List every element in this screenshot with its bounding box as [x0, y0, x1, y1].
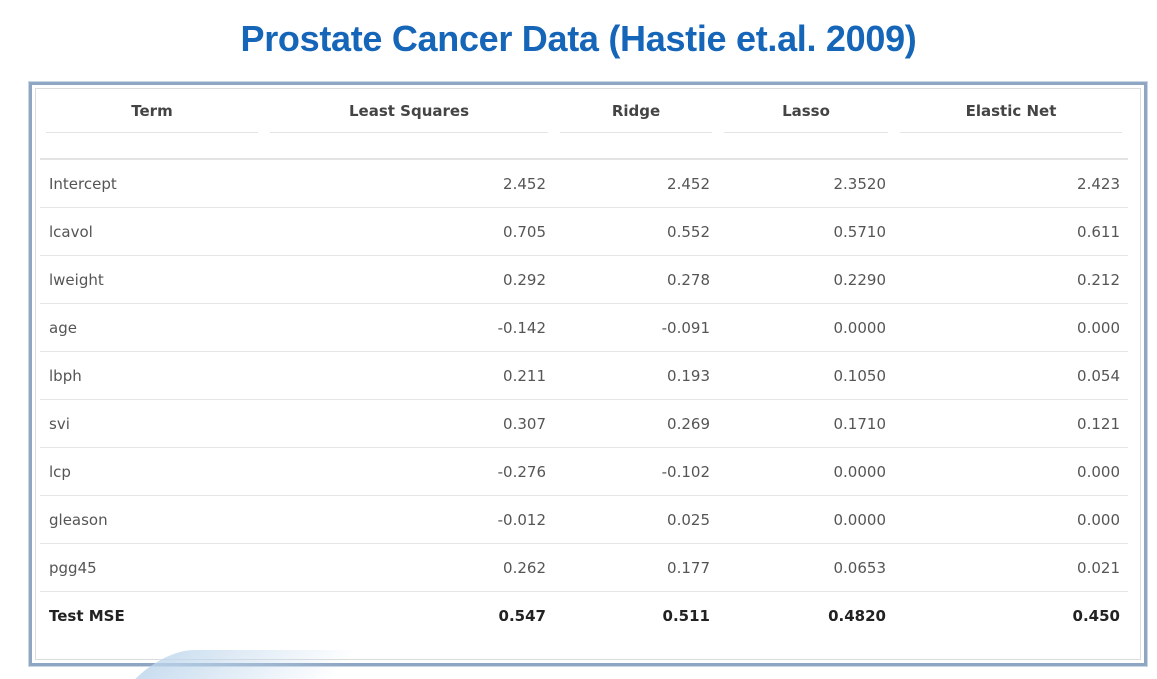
column-header-term: Term	[40, 96, 264, 138]
term-cell: Test MSE	[49, 606, 125, 625]
value-cell: -0.276	[264, 447, 554, 496]
value-cell: 0.025	[554, 495, 718, 544]
value-cell: 2.452	[264, 159, 554, 208]
term-cell: Intercept	[40, 159, 264, 208]
value-cell: 0.177	[554, 543, 718, 592]
table-row: lcavol 0.705 0.552 0.5710 0.611	[40, 207, 1128, 256]
spacer-cell	[40, 138, 1128, 160]
page-title: Prostate Cancer Data (Hastie et.al. 2009…	[240, 18, 917, 59]
table-row: Test MSE 0.547 0.511 0.4820 0.450	[40, 592, 1128, 640]
term-cell: lweight	[40, 255, 264, 304]
value-cell: 0.000	[894, 495, 1128, 544]
term-cell: age	[40, 303, 264, 352]
value-cell: 2.452	[554, 159, 718, 208]
column-header-label: Term	[46, 102, 258, 133]
value-cell: 0.054	[894, 351, 1128, 400]
table-row: age -0.142 -0.091 0.0000 0.000	[40, 303, 1128, 352]
column-header-label: Elastic Net	[900, 102, 1122, 133]
column-header-label: Lasso	[724, 102, 888, 133]
value-cell: 0.292	[264, 255, 554, 304]
term-cell: pgg45	[40, 543, 264, 592]
term-cell: lcavol	[40, 207, 264, 256]
term-cell: lcp	[40, 447, 264, 496]
table-row: gleason -0.012 0.025 0.0000 0.000	[40, 495, 1128, 544]
value-cell: 2.3520	[718, 159, 894, 208]
value-cell: 0.511	[662, 606, 710, 625]
value-cell: 0.2290	[718, 255, 894, 304]
value-cell: 0.211	[264, 351, 554, 400]
table-row: lbph 0.211 0.193 0.1050 0.054	[40, 351, 1128, 400]
column-header-elastic-net: Elastic Net	[894, 96, 1128, 138]
value-cell: 0.0000	[718, 303, 894, 352]
value-cell: 2.423	[894, 159, 1128, 208]
value-cell: 0.121	[894, 399, 1128, 448]
value-cell: 0.193	[554, 351, 718, 400]
table-row: lcp -0.276 -0.102 0.0000 0.000	[40, 447, 1128, 496]
column-header-ridge: Ridge	[554, 96, 718, 138]
value-cell: -0.012	[264, 495, 554, 544]
table-row: pgg45 0.262 0.177 0.0653 0.021	[40, 543, 1128, 592]
table-row: svi 0.307 0.269 0.1710 0.121	[40, 399, 1128, 448]
term-cell: svi	[40, 399, 264, 448]
coefficients-table: Term Least Squares Ridge Lasso Elastic N…	[40, 96, 1128, 639]
value-cell: -0.142	[264, 303, 554, 352]
value-cell: 0.0000	[718, 447, 894, 496]
value-cell: 0.547	[498, 606, 546, 625]
value-cell: 0.000	[894, 447, 1128, 496]
value-cell: 0.0653	[718, 543, 894, 592]
value-cell: 0.611	[894, 207, 1128, 256]
value-cell: 0.552	[554, 207, 718, 256]
value-cell: 0.1710	[718, 399, 894, 448]
column-header-least-squares: Least Squares	[264, 96, 554, 138]
value-cell: 0.278	[554, 255, 718, 304]
value-cell: 0.021	[894, 543, 1128, 592]
term-cell: gleason	[40, 495, 264, 544]
table-row: lweight 0.292 0.278 0.2290 0.212	[40, 255, 1128, 304]
value-cell: 0.450	[1072, 606, 1120, 625]
column-header-label: Least Squares	[270, 102, 548, 133]
value-cell: -0.091	[554, 303, 718, 352]
value-cell: 0.5710	[718, 207, 894, 256]
column-header-label: Ridge	[560, 102, 712, 133]
value-cell: 0.0000	[718, 495, 894, 544]
value-cell: 0.1050	[718, 351, 894, 400]
value-cell: 0.4820	[828, 606, 886, 625]
value-cell: 0.705	[264, 207, 554, 256]
table-header-row: Term Least Squares Ridge Lasso Elastic N…	[40, 96, 1128, 138]
value-cell: 0.262	[264, 543, 554, 592]
value-cell: 0.307	[264, 399, 554, 448]
header-spacer-row	[40, 138, 1128, 160]
value-cell: 0.269	[554, 399, 718, 448]
term-cell: lbph	[40, 351, 264, 400]
column-header-lasso: Lasso	[718, 96, 894, 138]
table-row: Intercept 2.452 2.452 2.3520 2.423	[40, 159, 1128, 208]
value-cell: 0.000	[894, 303, 1128, 352]
value-cell: -0.102	[554, 447, 718, 496]
value-cell: 0.212	[894, 255, 1128, 304]
